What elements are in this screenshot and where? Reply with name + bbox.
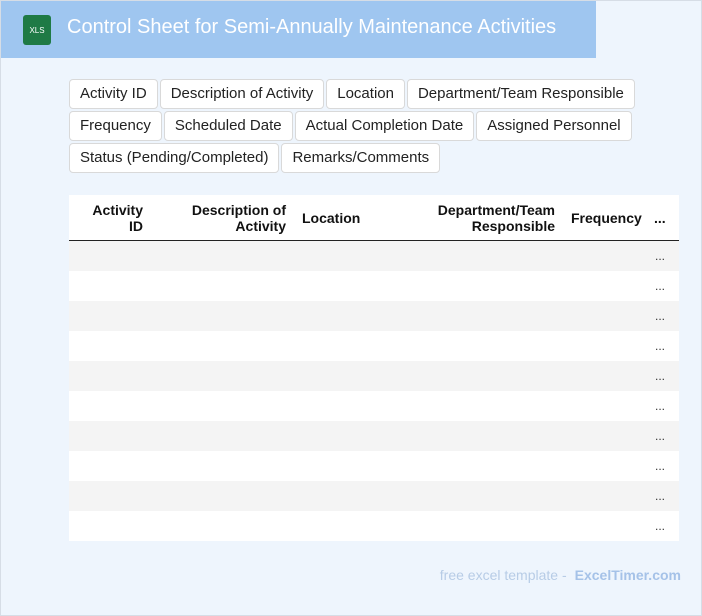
table-row: ... <box>69 301 679 331</box>
table-cell <box>69 240 151 271</box>
table-row: ... <box>69 511 679 541</box>
table-cell <box>294 451 424 481</box>
footer: free excel template - ExcelTimer.com <box>440 567 681 583</box>
table-body: .............................. <box>69 240 679 542</box>
table-cell <box>563 511 646 541</box>
table-cell <box>151 481 294 511</box>
table-cell <box>151 331 294 361</box>
table-cell <box>294 271 424 301</box>
tag: Description of Activity <box>159 79 325 109</box>
table-cell <box>294 331 424 361</box>
table-cell <box>563 391 646 421</box>
table-row: ... <box>69 240 679 271</box>
table-cell <box>151 511 294 541</box>
footer-text: free excel template - <box>439 567 567 583</box>
table-cell <box>151 240 294 271</box>
table-row: ... <box>69 271 679 301</box>
column-header: Frequency <box>563 195 646 241</box>
table-cell <box>69 271 151 301</box>
table-cell <box>294 361 424 391</box>
column-header: Activity ID <box>69 195 151 241</box>
title: Control Sheet for Semi-Annually Maintena… <box>67 16 557 38</box>
table-cell <box>563 301 646 331</box>
column-header: ... <box>646 195 679 241</box>
table-cell: ... <box>654 339 665 353</box>
brand[interactable]: ExcelTimer.com <box>574 567 681 583</box>
table-cell: ... <box>646 240 679 271</box>
table-cell <box>424 421 563 451</box>
table-cell <box>424 511 563 541</box>
table-cell <box>294 391 424 421</box>
table-cell <box>151 271 294 301</box>
table-cell <box>563 421 646 451</box>
table-cell <box>151 391 294 421</box>
table-cell <box>563 361 646 391</box>
table-cell <box>294 511 424 541</box>
table-cell: ... <box>654 279 665 293</box>
table-row: ... <box>69 481 679 511</box>
table-cell <box>69 391 151 421</box>
table-cell <box>69 361 151 391</box>
table-cell <box>151 361 294 391</box>
tag: Scheduled Date <box>163 111 293 141</box>
table-row: ... <box>69 361 679 391</box>
table-cell: ... <box>654 519 665 533</box>
table-cell <box>424 391 563 421</box>
table-row: ... <box>69 331 679 361</box>
table-row: ... <box>69 421 679 451</box>
table-cell <box>69 331 151 361</box>
table-cell <box>151 451 294 481</box>
table-cell <box>69 421 151 451</box>
table-cell <box>424 331 563 361</box>
table-cell <box>424 361 563 391</box>
table-cell: ... <box>646 301 679 331</box>
column-header: Description of Activity <box>151 195 294 241</box>
table-row: ... <box>69 391 679 421</box>
table-cell <box>69 301 151 331</box>
tag: Remarks/Comments <box>281 143 441 173</box>
tag-list: Activity ID Description of Activity Locati… <box>69 79 659 173</box>
table-cell <box>294 240 424 271</box>
table-cell <box>294 481 424 511</box>
table: Activity ID Description of Activity Locati… <box>69 195 679 541</box>
header: XLS Control Sheet for Semi-Annually Main… <box>1 1 596 58</box>
tag: Department/Team Responsible <box>406 79 635 109</box>
table-cell <box>424 301 563 331</box>
table-cell <box>424 481 563 511</box>
table-cell <box>563 271 646 301</box>
tag: Status (Pending/Completed) <box>69 143 280 173</box>
table-cell: ... <box>646 481 679 511</box>
column-header: Department/Team Responsible <box>424 195 563 241</box>
column-header: Location <box>294 195 424 241</box>
table-row: ... <box>69 451 679 481</box>
table-cell <box>563 331 646 361</box>
table-cell <box>424 240 563 271</box>
table-cell <box>424 451 563 481</box>
tag: Location <box>326 79 405 109</box>
table-cell: ... <box>646 361 679 391</box>
table-cell <box>69 511 151 541</box>
table-cell <box>294 421 424 451</box>
tag: Frequency <box>69 111 162 141</box>
tag: Assigned Personnel <box>476 111 632 141</box>
table-cell: ... <box>654 459 665 473</box>
table-cell <box>294 301 424 331</box>
table-cell <box>151 301 294 331</box>
table-cell <box>69 481 151 511</box>
table-cell <box>563 240 646 271</box>
table-cell <box>151 421 294 451</box>
file-icon: XLS <box>23 15 51 45</box>
table-cell: ... <box>654 399 665 413</box>
table-cell <box>563 481 646 511</box>
table-cell <box>424 271 563 301</box>
table-cell <box>563 451 646 481</box>
tag: Activity ID <box>69 79 158 109</box>
header-row: Activity ID Description of Activity Locati… <box>69 195 679 241</box>
tag: Actual Completion Date <box>294 111 475 141</box>
table-cell: ... <box>646 421 679 451</box>
table-cell <box>69 451 151 481</box>
